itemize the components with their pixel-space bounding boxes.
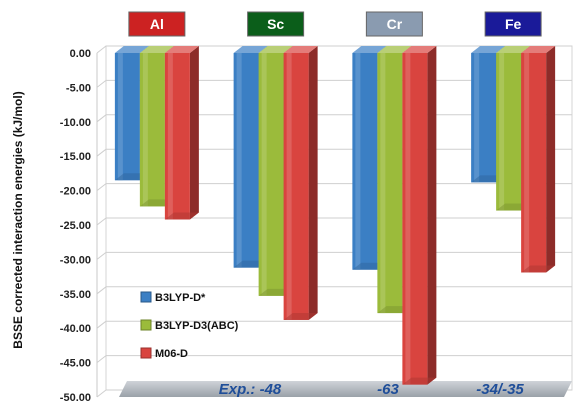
legend-label: B3LYP-D3(ABC) [155,320,239,332]
category-label-al: Al [128,11,186,37]
y-axis-label: BSSE corrected interaction energies (kJ/… [11,91,25,348]
legend-entry-2: M06-D [140,347,188,360]
bar-fe-2 [521,46,556,273]
legend-swatch [140,347,152,359]
category-label-text: Cr [387,16,403,32]
gridline-depth [96,183,107,191]
legend-entry-1: B3LYP-D3(ABC) [140,319,239,332]
y-axis: 0.00 -5.00 -10.00 -15.00 -20.00 -25.00 -30.00 -… [60,48,91,404]
gridline-depth [96,148,107,157]
category-label-text: Sc [267,16,284,32]
experimental-band-shape [119,381,572,397]
category-label-sc: Sc [247,11,305,37]
y-tick-label: -20.00 [60,186,91,198]
bar-sc-2 [283,46,318,320]
experimental-value: -34/-35 [476,381,524,398]
category-label-text: Fe [505,16,522,32]
experimental-value: -63 [377,381,399,398]
y-tick-label: -30.00 [60,254,91,266]
category-label-cr: Cr [365,11,423,37]
y-tick-label: -5.00 [66,82,91,94]
category-labels: Al Sc Cr Fe [128,11,542,37]
legend-swatch [140,291,152,303]
gridline-depth [96,320,107,329]
y-tick-label: -50.00 [60,392,91,404]
experimental-band [119,381,572,397]
gridline-depth [96,389,107,398]
y-tick-label: -45.00 [60,358,91,370]
bar-al-2 [164,46,199,220]
gridline-depth [96,45,107,54]
legend-label: B3LYP-D* [155,292,206,304]
y-tick-label: -35.00 [60,289,91,301]
legend-swatch [140,319,152,331]
bars [114,46,556,385]
y-tick-label: -25.00 [60,220,91,232]
gridline-depth [96,252,107,260]
y-tick-label: -40.00 [60,323,91,335]
y-tick-label: -15.00 [60,151,91,163]
gridline-depth [96,355,107,363]
y-tick-label: -10.00 [60,117,91,129]
gridline-depth [96,80,107,88]
experimental-values: Exp.: -48 -63 -34/-35 [219,381,525,398]
category-label-fe: Fe [484,11,542,37]
legend: B3LYP-D* B3LYP-D3(ABC) M06-D [140,291,239,360]
experimental-value: Exp.: -48 [219,381,282,398]
bar-cr-2 [402,46,437,385]
legend-entry-0: B3LYP-D* [140,291,206,304]
y-tick-label: 0.00 [70,48,91,60]
legend-label: M06-D [155,348,188,360]
gridline-depth [96,114,107,123]
category-label-text: Al [150,16,164,32]
gridline-depth [96,217,107,226]
gridline-depth [96,286,107,295]
